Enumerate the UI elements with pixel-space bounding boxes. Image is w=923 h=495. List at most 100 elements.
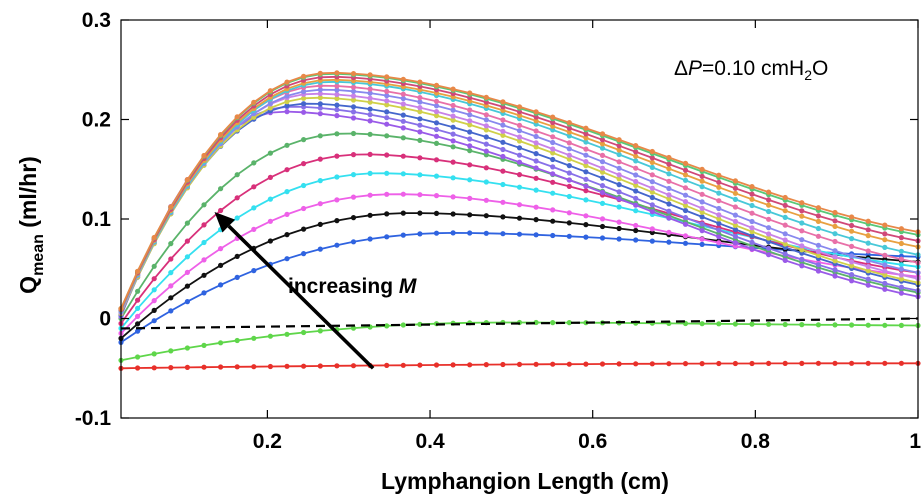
series-4-point [267, 238, 273, 244]
series-20-point [500, 99, 506, 105]
series-6-point [550, 190, 556, 196]
series-10-point [500, 146, 506, 153]
series-20-point [184, 177, 190, 183]
series-14-point [699, 199, 705, 205]
series-11-point [450, 124, 456, 130]
series-2-point [898, 322, 905, 328]
series-5-point [367, 192, 373, 198]
series-2-point [151, 351, 157, 357]
series-17-point [583, 135, 589, 141]
series-4-point [467, 212, 473, 218]
series-8-point [267, 150, 273, 156]
series-2-point [350, 325, 357, 331]
series-5-point [583, 213, 589, 219]
series-4-point [566, 220, 572, 226]
series-14-point [334, 87, 340, 93]
series-1-point [766, 360, 772, 366]
series-9-point [467, 143, 473, 149]
series-5-point [682, 233, 689, 239]
series-14-point [799, 237, 805, 243]
series-11-point [284, 103, 290, 109]
series-8-point [201, 202, 207, 208]
series-20-point [649, 148, 655, 155]
series-5-point [467, 195, 473, 201]
series-2-point [832, 322, 838, 328]
series-2-point [732, 321, 739, 327]
series-3-point [583, 234, 589, 240]
series-8-point [334, 131, 340, 137]
series-12-point [384, 102, 390, 108]
series-9-point [400, 125, 406, 131]
series-20-point [616, 137, 622, 143]
series-15-point [898, 256, 905, 262]
series-2-point [218, 340, 224, 346]
series-2-point [201, 342, 207, 348]
series-14-point [350, 88, 357, 94]
series-15-point [766, 216, 772, 222]
series-16-point [832, 231, 838, 237]
series-10-point [566, 170, 572, 176]
series-6-point [234, 215, 240, 221]
series-1-point [433, 362, 440, 368]
series-17-point [516, 112, 523, 118]
series-5-point [267, 218, 273, 224]
series-3-point [699, 241, 705, 247]
series-17-point [550, 123, 556, 129]
series-5-point [616, 219, 622, 225]
series-18-point [583, 131, 589, 137]
series-14-point [384, 93, 390, 99]
series-20-point [832, 209, 838, 216]
series-3-point [566, 233, 572, 239]
pressure-unit: O [812, 57, 828, 80]
series-20-point [450, 86, 456, 92]
series-15-point [500, 117, 506, 123]
y-tick-label: 0.1 [82, 208, 112, 231]
series-9-point [483, 148, 489, 154]
series-15-point [865, 248, 871, 254]
series-8-point [151, 263, 157, 269]
series-15-point [682, 185, 689, 191]
series-6-point [135, 305, 141, 311]
series-11-point [550, 156, 556, 163]
series-20-point [433, 82, 440, 88]
series-20-point [633, 143, 639, 149]
series-16-point [550, 127, 556, 133]
series-12-point [284, 99, 290, 105]
series-12-point [799, 247, 805, 253]
series-6-point [201, 239, 207, 246]
series-18-point [599, 137, 606, 143]
series-1-point [218, 364, 224, 370]
series-15-point [483, 112, 489, 118]
series-10-point [699, 221, 705, 227]
series-3-point [500, 231, 506, 237]
series-17-point [865, 233, 871, 239]
series-1-point [267, 363, 273, 370]
series-13-point [334, 91, 340, 98]
series-1 [118, 360, 921, 371]
series-16-point [849, 236, 855, 242]
increasing-arrow [227, 224, 375, 370]
series-13-point [450, 113, 456, 119]
series-3-point [350, 239, 357, 245]
series-14-point [301, 88, 307, 95]
series-10-point [766, 245, 772, 251]
series-4-point [516, 215, 523, 221]
series-15-point [450, 102, 456, 109]
series-1-point [716, 360, 722, 367]
series-6-point [583, 197, 589, 203]
series-18-point [633, 149, 639, 155]
series-6-point [500, 181, 506, 188]
series-15-point [400, 91, 406, 97]
series-16-point [716, 190, 722, 196]
series-4-point [301, 226, 307, 232]
svg-text:increasing M: increasing M [288, 275, 417, 298]
series-8-point [400, 135, 406, 141]
series-15-point [516, 122, 523, 128]
series-5-point [151, 298, 157, 304]
series-12-point [317, 95, 323, 101]
series-2-point [699, 321, 705, 327]
series-7-point [234, 195, 240, 201]
series-8-point [367, 131, 373, 137]
series-3-point [599, 235, 606, 241]
series-5-point [599, 216, 606, 222]
